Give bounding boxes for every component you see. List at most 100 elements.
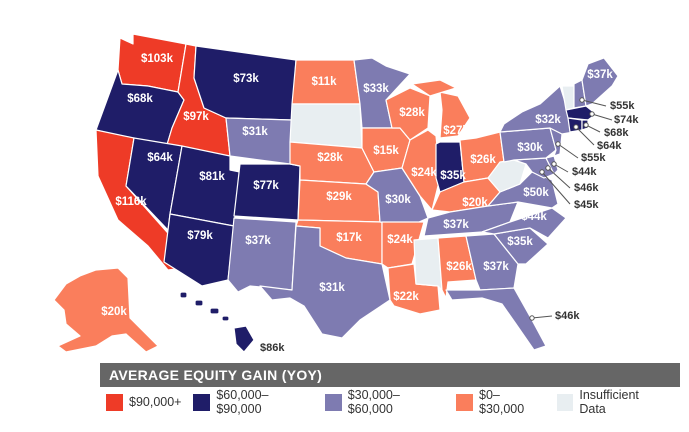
- legend-item-insufficient: Insufficient Data: [556, 388, 669, 416]
- label-nh: $55k: [610, 100, 635, 112]
- label-al: $26k: [446, 261, 472, 273]
- label-co: $77k: [253, 180, 279, 192]
- label-wi: $28k: [399, 107, 425, 119]
- label-ne: $28k: [317, 152, 343, 164]
- legend-swatch: [106, 393, 123, 411]
- marker-nj: [555, 141, 561, 147]
- label-me: $37k: [587, 69, 613, 81]
- label-ks: $29k: [326, 191, 352, 203]
- label-nc: $44k: [521, 211, 547, 223]
- label-il: $24k: [411, 167, 437, 179]
- label-sc: $35k: [507, 236, 533, 248]
- label-az: $79k: [187, 230, 213, 242]
- legend: AVERAGE EQUITY GAIN (YOY) $90,000+ $60,0…: [100, 363, 680, 421]
- state-hi[interactable]: [179, 291, 255, 353]
- label-nd: $11k: [312, 76, 338, 88]
- marker-md: [545, 165, 551, 171]
- state-wi[interactable]: [385, 87, 431, 141]
- state-la[interactable]: [387, 263, 441, 315]
- legend-items: $90,000+ $60,000–$90,000 $30,000–$60,000…: [100, 387, 680, 417]
- marker-nh: [579, 97, 585, 103]
- marker-ct: [573, 124, 579, 130]
- label-ak: $20k: [101, 306, 127, 318]
- us-map: $103k $68k $116k $97k $64k $73k $31k $81…: [53, 33, 639, 354]
- leader-md: [547, 167, 571, 189]
- label-ga: $37k: [483, 261, 509, 273]
- legend-label: $30,000–$60,000: [347, 388, 400, 416]
- label-ct: $64k: [597, 140, 622, 152]
- state-ak[interactable]: [53, 267, 159, 353]
- label-la: $22k: [393, 291, 419, 303]
- legend-item-30k-60k: $30,000–$60,000: [324, 388, 444, 416]
- state-wy[interactable]: [225, 117, 293, 165]
- label-ny: $32k: [535, 114, 561, 126]
- label-mo: $30k: [385, 194, 411, 206]
- leader-fl: [531, 315, 553, 319]
- label-tx: $31k: [319, 282, 345, 294]
- state-ut[interactable]: [169, 145, 241, 227]
- state-sd[interactable]: [289, 103, 363, 149]
- marker-ma: [589, 111, 595, 117]
- legend-swatch: [556, 393, 574, 411]
- label-wa: $103k: [141, 53, 174, 65]
- label-wy: $31k: [242, 126, 268, 138]
- legend-title: AVERAGE EQUITY GAIN (YOY): [100, 363, 680, 387]
- label-ia: $15k: [373, 145, 399, 157]
- leader-ma: [591, 113, 613, 121]
- label-tn: $37k: [443, 219, 469, 231]
- state-il[interactable]: [401, 129, 441, 211]
- label-ky: $20k: [462, 197, 488, 209]
- legend-item-90k-plus: $90,000+: [106, 393, 182, 411]
- state-ms[interactable]: [413, 237, 443, 291]
- label-in: $35k: [440, 170, 466, 182]
- label-de: $44k: [572, 166, 597, 178]
- label-pa: $30k: [517, 142, 543, 154]
- label-hi: $86k: [260, 342, 285, 354]
- legend-swatch: [193, 393, 211, 411]
- leader-nj: [557, 143, 579, 159]
- legend-item-60k-90k: $60,000–$90,000: [193, 388, 312, 416]
- label-nj: $55k: [581, 152, 606, 164]
- label-ma: $74k: [614, 114, 639, 126]
- legend-label: $0–$30,000: [479, 388, 525, 416]
- label-fl: $46k: [555, 310, 580, 322]
- label-or: $68k: [127, 93, 153, 105]
- label-nm: $37k: [245, 235, 271, 247]
- label-id: $97k: [183, 111, 209, 123]
- legend-label: $60,000–$90,000: [216, 388, 269, 416]
- label-ri: $68k: [604, 127, 629, 139]
- label-dc: $45k: [574, 199, 599, 211]
- state-mi[interactable]: [439, 91, 471, 139]
- marker-dc: [539, 169, 545, 175]
- label-ut: $81k: [199, 171, 225, 183]
- leader-nh: [581, 99, 607, 107]
- state-nm[interactable]: [227, 217, 297, 293]
- label-md: $46k: [574, 182, 599, 194]
- legend-item-0-30k: $0–$30,000: [456, 388, 544, 416]
- state-mi-up[interactable]: [411, 79, 457, 97]
- state-nc[interactable]: [481, 207, 567, 239]
- label-ok: $17k: [336, 232, 362, 244]
- label-mn: $33k: [363, 83, 389, 95]
- legend-swatch: [324, 393, 342, 411]
- label-oh: $26k: [470, 154, 496, 166]
- state-ma[interactable]: [565, 105, 597, 121]
- label-ca: $116k: [115, 196, 147, 208]
- legend-label: Insufficient Data: [579, 388, 639, 416]
- legend-swatch: [456, 393, 474, 411]
- state-az[interactable]: [163, 213, 235, 287]
- marker-fl: [529, 315, 535, 321]
- legend-label: $90,000+: [129, 395, 182, 409]
- label-nv: $64k: [147, 152, 173, 164]
- marker-ri: [583, 122, 589, 128]
- state-me[interactable]: [581, 57, 619, 107]
- label-va: $50k: [523, 187, 549, 199]
- state-fl[interactable]: [445, 287, 547, 351]
- label-mt: $73k: [233, 73, 259, 85]
- marker-de: [551, 161, 557, 167]
- state-tx[interactable]: [259, 225, 391, 339]
- leader-dc: [541, 171, 571, 205]
- label-ar: $24k: [387, 234, 413, 246]
- leader-ct: [575, 126, 595, 146]
- label-mi: $27k: [443, 125, 469, 137]
